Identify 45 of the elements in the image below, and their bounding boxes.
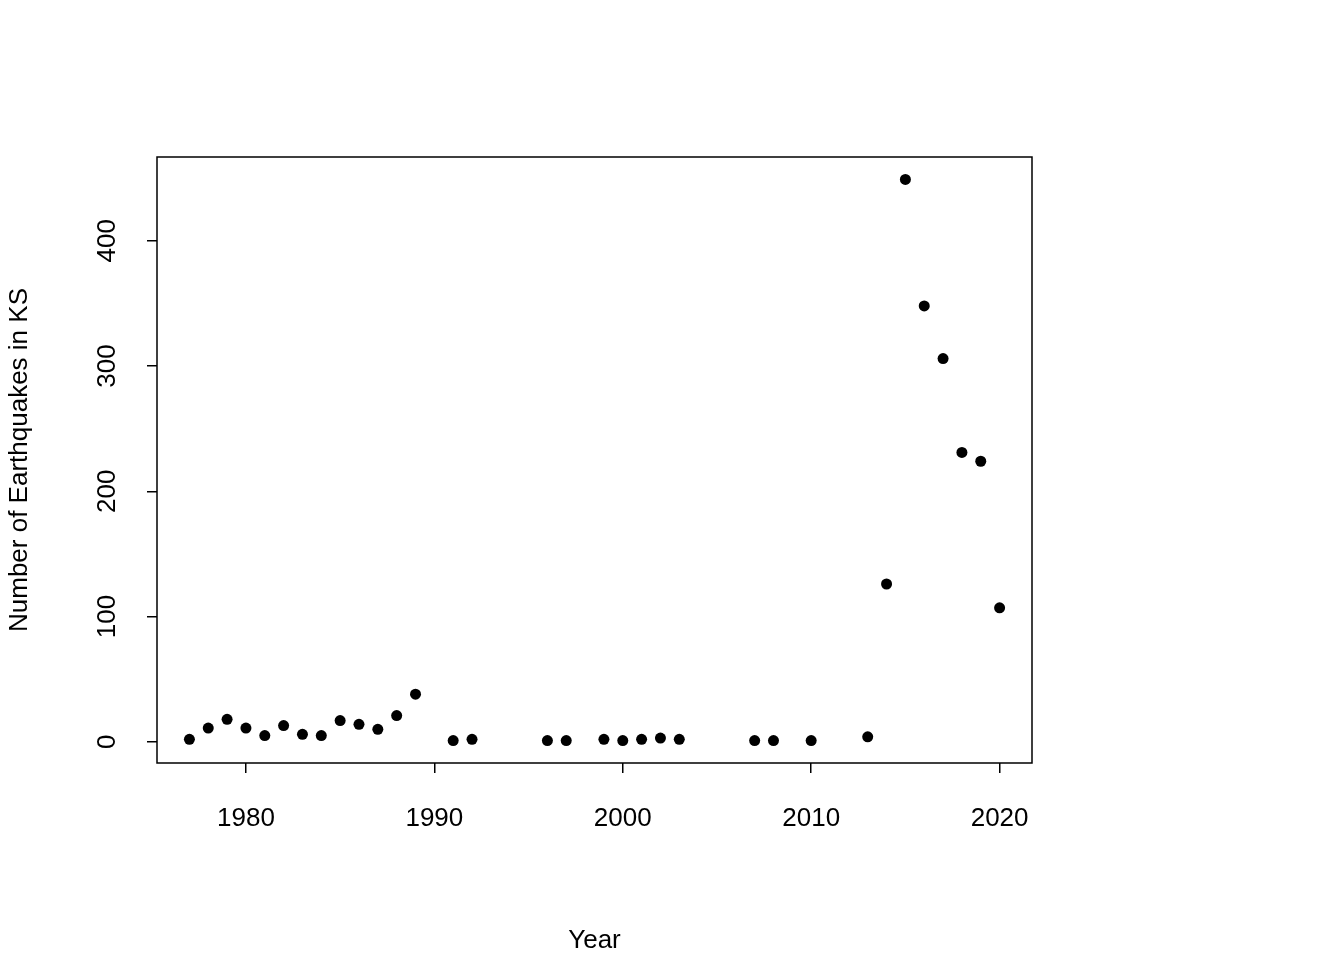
point [956, 446, 968, 458]
point [296, 728, 308, 740]
x-axis-title: Year [568, 923, 622, 954]
point [315, 730, 327, 742]
point [767, 735, 779, 747]
x-tick-label: 1980 [217, 801, 275, 832]
point [749, 735, 761, 747]
y-tick-label: 200 [91, 469, 122, 514]
x-tick-label: 2010 [782, 801, 841, 832]
point [673, 733, 685, 745]
point [410, 688, 422, 700]
point [541, 735, 553, 747]
point [994, 602, 1006, 614]
point [447, 735, 459, 747]
point [353, 718, 365, 730]
point [202, 722, 214, 734]
point [466, 733, 478, 745]
x-tick-label: 1990 [405, 801, 464, 832]
point [975, 455, 987, 467]
point [598, 733, 610, 745]
point [654, 732, 666, 744]
point [636, 733, 648, 745]
point [334, 715, 346, 727]
x-tick-label: 2000 [593, 801, 652, 832]
point [881, 578, 893, 590]
y-axis-title: Number of Earthquakes in KS [2, 288, 33, 632]
y-tick-label: 300 [91, 344, 122, 388]
point [937, 353, 949, 365]
point [391, 710, 403, 722]
point [372, 723, 384, 735]
point [278, 720, 290, 732]
point [899, 173, 911, 185]
point [918, 300, 930, 312]
y-tick-label: 400 [91, 219, 122, 263]
point [221, 713, 233, 725]
x-tick-label: 2020 [970, 801, 1029, 832]
point [805, 735, 817, 747]
point [862, 731, 874, 743]
point [259, 730, 271, 742]
point [560, 735, 572, 747]
point [240, 722, 252, 734]
point [617, 735, 629, 747]
y-tick-label: 100 [91, 594, 122, 639]
point [183, 733, 195, 745]
y-tick-label: 0 [91, 734, 122, 750]
